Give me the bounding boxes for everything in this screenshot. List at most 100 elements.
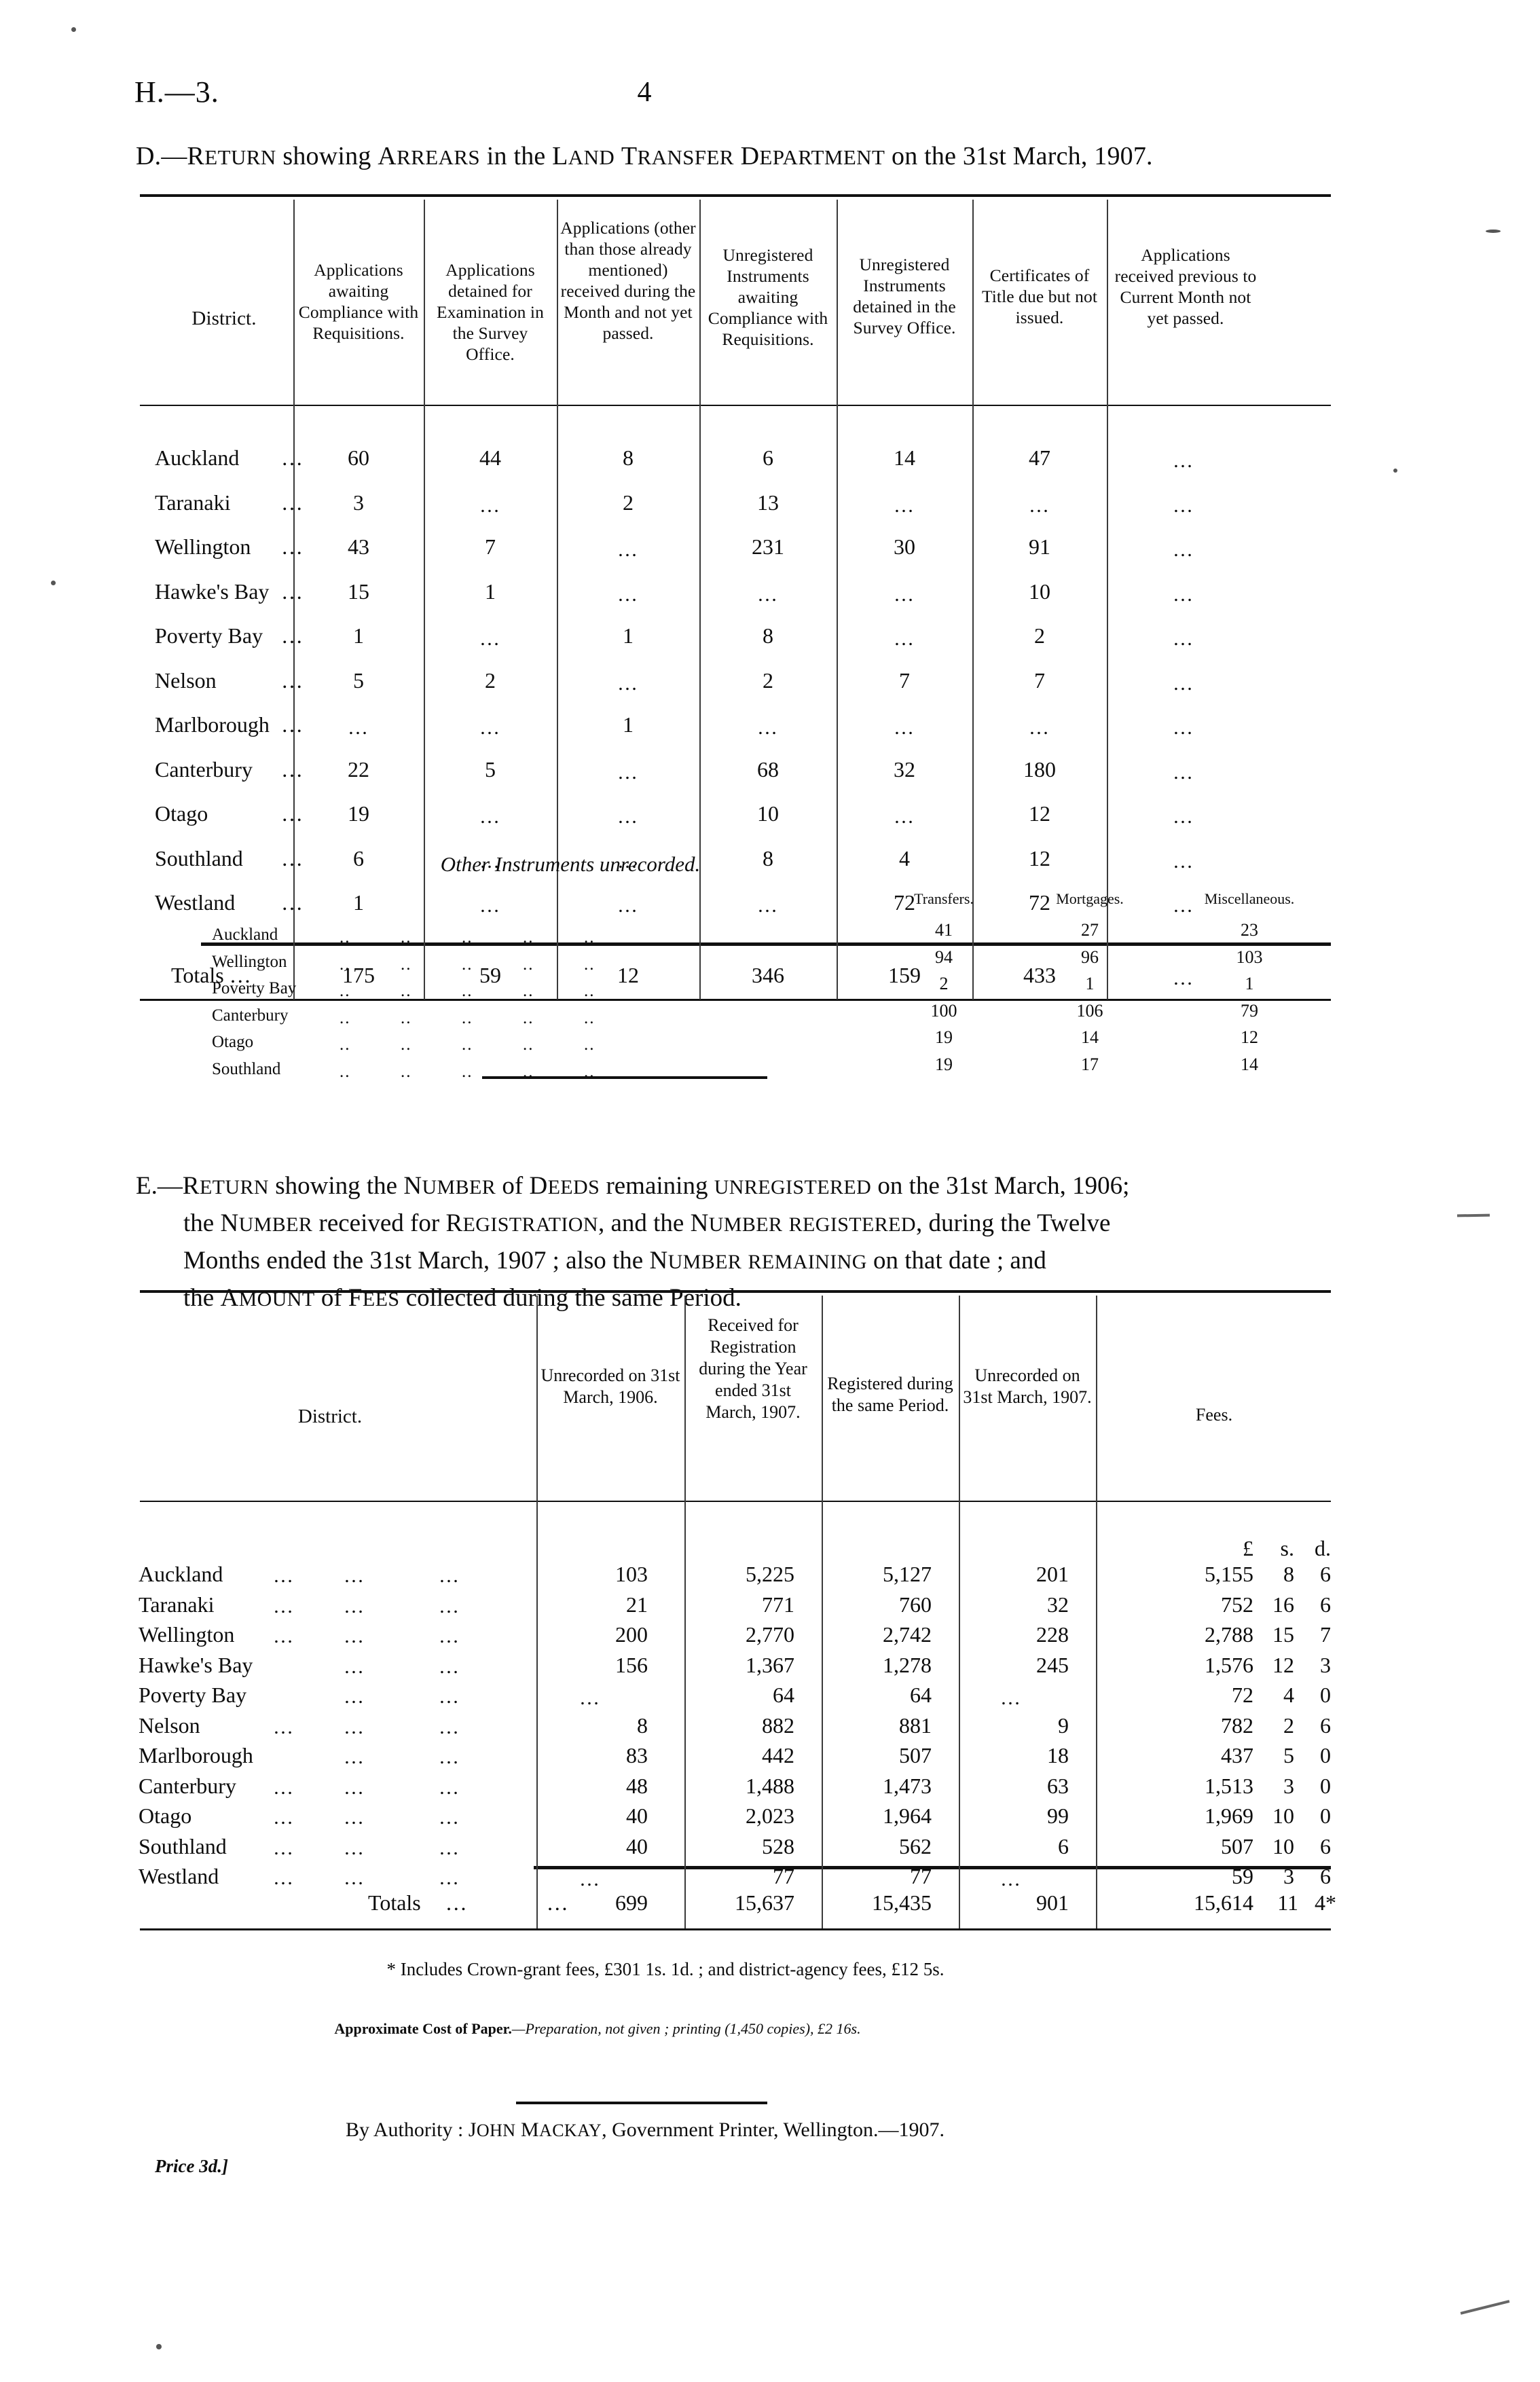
table-e-cell-unrec-1906: 8 bbox=[637, 1712, 648, 1738]
table-d-header-rule bbox=[140, 405, 1331, 406]
table-e-cell-registered: 881 bbox=[899, 1712, 932, 1738]
table-e-leader: … bbox=[439, 1564, 460, 1587]
e3-number: N bbox=[649, 1247, 668, 1275]
table-e-cell-received: 1,367 bbox=[746, 1652, 794, 1677]
table-d-vrule-4 bbox=[699, 200, 701, 1000]
table-d-bottom-rule bbox=[140, 999, 1331, 1001]
section-d-caption: D.—RETURN showing ARREARS in the LAND TR… bbox=[136, 141, 1358, 171]
table-e-district-leader: … bbox=[273, 1625, 295, 1647]
table-d-total-cell: 175 bbox=[342, 963, 375, 987]
caption-d-transfer-rest: RANSFER bbox=[637, 145, 734, 169]
district-name: Auckland bbox=[155, 445, 240, 470]
table-d-cell: … bbox=[479, 627, 501, 650]
table-d-cell: … bbox=[1029, 716, 1050, 739]
other-instruments-cell: 27 bbox=[1081, 920, 1099, 940]
table-e-leader: … bbox=[344, 1594, 365, 1617]
table-e-totals-rule bbox=[534, 1866, 1331, 1869]
table-d-cell: … bbox=[1173, 849, 1194, 873]
table-e-cell-shillings: 3 bbox=[1283, 1864, 1294, 1888]
table-d-cell: 10 bbox=[757, 801, 779, 826]
table-d-cell: … bbox=[617, 761, 639, 784]
table-d-row-district: Wellington… bbox=[155, 534, 303, 560]
other-instruments-leader: .. bbox=[584, 1008, 595, 1027]
table-d-cell: 1 bbox=[623, 623, 634, 648]
table-d-row-district: Taranaki… bbox=[155, 490, 303, 515]
table-e-leader: … bbox=[439, 1655, 460, 1678]
district-leader: … bbox=[281, 623, 305, 648]
table-e-cell-unrec-1907: … bbox=[1000, 1687, 1022, 1709]
other-instruments-leader: .. bbox=[462, 928, 473, 947]
table-e-cell-received: 77 bbox=[773, 1864, 794, 1888]
table-e-col-header-registered-same-period: Registered during the same Period. bbox=[827, 1374, 953, 1415]
table-d-cell: 12 bbox=[1029, 801, 1050, 826]
table-e-cell-pounds: 72 bbox=[1232, 1683, 1253, 1707]
table-d-col-header-district: District. bbox=[191, 308, 257, 329]
table-e-cell-unrec-1906: … bbox=[579, 1687, 601, 1709]
table-e-cell-pounds: 782 bbox=[1221, 1712, 1253, 1738]
table-d-cell: 7 bbox=[899, 667, 910, 693]
table-e-cell-received: 771 bbox=[762, 1592, 794, 1617]
other-instruments-cell: 12 bbox=[1241, 1027, 1258, 1047]
e2-number-rest: UMBER bbox=[238, 1213, 313, 1236]
table-d-cell: … bbox=[1173, 450, 1194, 472]
table-e-cell-pence: 6 bbox=[1320, 1712, 1331, 1738]
table-d-cell: 1 bbox=[353, 623, 364, 648]
table-e-leader: … bbox=[344, 1715, 365, 1738]
table-d-vrule-3 bbox=[557, 200, 558, 1000]
table-e-district-leader: … bbox=[273, 1564, 295, 1587]
table-d-col-header-applications-other-received: Applications (other than those already m… bbox=[560, 218, 696, 343]
table-e-row-district: Taranaki bbox=[139, 1592, 215, 1617]
e2-registered: REGISTERED bbox=[788, 1213, 916, 1236]
other-instruments-row-district: Southland bbox=[212, 1059, 281, 1078]
table-d-cell: 1 bbox=[623, 712, 634, 737]
table-d-cell: … bbox=[1173, 583, 1194, 606]
table-e-vrule-2 bbox=[684, 1296, 686, 1928]
table-e-cell-pounds: 59 bbox=[1232, 1864, 1253, 1888]
table-e-row-district: Hawke's Bay bbox=[139, 1652, 253, 1677]
table-e-row-district: Westland bbox=[139, 1864, 219, 1888]
section-e-caption-line-4: the AMOUNT of FEES collected during the … bbox=[183, 1284, 741, 1312]
table-d-cell: 231 bbox=[752, 534, 784, 559]
other-instruments-leader: .. bbox=[401, 1008, 412, 1027]
table-e-row-district: Wellington bbox=[139, 1622, 235, 1647]
table-e-col-header-district: District. bbox=[297, 1406, 363, 1427]
caption-d-arrears-rest: RREARS bbox=[397, 145, 481, 169]
table-d-cell: 10 bbox=[1029, 579, 1050, 604]
district-leader: … bbox=[281, 579, 305, 604]
district-name: Marlborough bbox=[155, 712, 270, 737]
table-e-leader: … bbox=[439, 1685, 460, 1708]
table-d-cell: 60 bbox=[348, 445, 369, 470]
table-e-cell-unrec-1907: 6 bbox=[1058, 1833, 1069, 1858]
table-d-cell: … bbox=[617, 672, 639, 695]
other-instruments-leader: .. bbox=[523, 928, 534, 947]
table-e-row-district: Otago bbox=[139, 1803, 192, 1828]
table-e-leader: … bbox=[439, 1746, 460, 1768]
paper-code: H.—3. bbox=[134, 75, 219, 109]
table-d-cell: 14 bbox=[894, 445, 915, 470]
table-e-cell-pence: 6 bbox=[1320, 1592, 1331, 1617]
other-instruments-cell: 103 bbox=[1236, 947, 1263, 967]
e-deeds-rest: EEDS bbox=[547, 1176, 600, 1198]
footnote-cost: Approximate Cost of Paper.—Preparation, … bbox=[136, 2020, 1059, 2038]
table-d-totals-label: Totals … bbox=[171, 963, 253, 988]
table-e-cell-received: 2,770 bbox=[746, 1622, 794, 1647]
table-d-cell: 43 bbox=[348, 534, 369, 559]
table-d-total-cell: 159 bbox=[888, 963, 921, 987]
table-d-cell: 2 bbox=[623, 490, 634, 515]
e4-amount: A bbox=[220, 1284, 239, 1312]
other-instruments-leader: .. bbox=[340, 1008, 351, 1027]
other-instruments-cell: 41 bbox=[935, 920, 953, 940]
district-name: Canterbury bbox=[155, 756, 253, 782]
table-d-cell: … bbox=[479, 805, 501, 828]
other-instruments-row-district: Auckland bbox=[212, 926, 278, 944]
other-instruments-leader: .. bbox=[462, 1062, 473, 1081]
table-e-cell-pounds: 2,788 bbox=[1205, 1622, 1253, 1647]
table-e-total-pounds: 15,614 bbox=[1194, 1890, 1253, 1915]
other-instruments-leader: .. bbox=[401, 1062, 412, 1081]
table-d-cell: … bbox=[757, 716, 779, 739]
table-e-total-registered: 15,435 bbox=[872, 1890, 932, 1915]
footer-authority: By Authority : JOHN MACKAY, Government P… bbox=[136, 2119, 1154, 2142]
table-e-cell-shillings: 3 bbox=[1283, 1773, 1294, 1798]
table-e-cell-pounds: 1,969 bbox=[1205, 1803, 1253, 1828]
table-e-money-header-pounds: £ bbox=[1243, 1536, 1253, 1560]
